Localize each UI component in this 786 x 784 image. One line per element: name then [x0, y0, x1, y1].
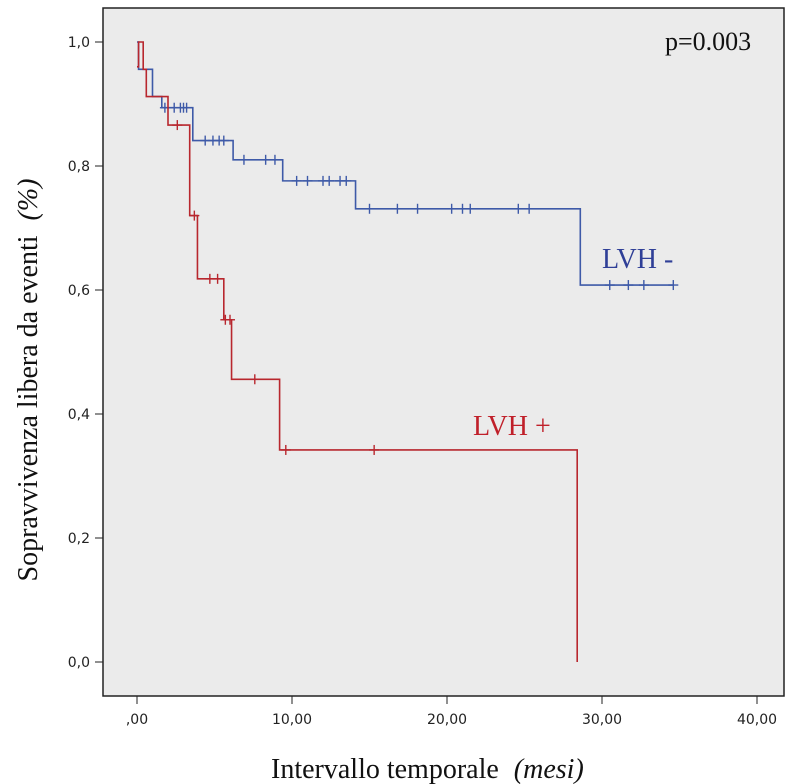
plot-area — [102, 7, 785, 697]
x-tick-label: 10,00 — [272, 712, 312, 728]
censor-mark-lvh-minus-17 — [341, 175, 352, 186]
censor-mark-lvh-minus-23 — [465, 203, 476, 214]
censor-mark-lvh-minus-15 — [324, 175, 335, 186]
censor-mark-lvh-plus-6 — [249, 374, 260, 385]
x-tick-label: 30,00 — [582, 712, 622, 728]
censor-mark-lvh-plus-3 — [212, 273, 223, 284]
x-axis-title-unit: (mesi) — [514, 754, 584, 784]
x-tick-label: ,00 — [126, 712, 148, 728]
censor-mark-lvh-minus-26 — [604, 280, 615, 291]
censor-mark-lvh-minus-8 — [218, 135, 229, 146]
y-tick-label: 1,0 — [68, 35, 90, 51]
censor-mark-lvh-minus-27 — [623, 280, 634, 291]
censor-mark-lvh-plus-5 — [225, 314, 235, 325]
censor-mark-lvh-minus-12 — [291, 175, 302, 186]
y-tick-label: 0,8 — [68, 159, 90, 175]
series-label-lvh-minus: LVH - — [602, 244, 673, 275]
survival-curves — [137, 41, 679, 662]
censor-mark-lvh-minus-19 — [392, 203, 403, 214]
y-tick-label: 0,4 — [68, 407, 90, 423]
y-tick-label: 0,0 — [68, 655, 90, 671]
y-axis-title: Sopravvivenza libera da eventi (%) — [13, 179, 44, 582]
censor-mark-lvh-minus-4 — [181, 102, 192, 113]
x-axis-title: Intervallo temporale (mesi) — [271, 754, 584, 784]
censor-mark-lvh-minus-10 — [260, 154, 271, 165]
y-tick-label: 0,6 — [68, 283, 90, 299]
censor-mark-lvh-plus-1 — [189, 210, 200, 221]
censor-mark-lvh-minus-9 — [238, 154, 249, 165]
censor-mark-lvh-minus-25 — [524, 203, 535, 214]
censor-mark-lvh-minus-13 — [302, 175, 313, 186]
x-tick-label: 40,00 — [737, 712, 777, 728]
censor-mark-lvh-plus-0 — [172, 120, 183, 131]
x-axis-title-text: Intervallo temporale — [271, 754, 499, 784]
p-value-annotation: p=0.003 — [665, 27, 751, 56]
censor-mark-lvh-minus-18 — [364, 203, 375, 214]
censor-mark-lvh-minus-29 — [668, 280, 679, 291]
y-axis-title-unit: (%) — [13, 179, 44, 221]
censor-mark-lvh-plus-7 — [280, 444, 291, 455]
censor-mark-lvh-minus-28 — [638, 280, 649, 291]
censor-mark-lvh-minus-24 — [513, 203, 524, 214]
y-axis-title-text: Sopravvivenza libera da eventi — [13, 235, 44, 581]
censor-mark-lvh-plus-8 — [369, 444, 380, 455]
y-tick-label: 0,2 — [68, 531, 90, 547]
censor-mark-lvh-minus-11 — [269, 154, 280, 165]
y-axis-ticks: 0,0 0,2 0,4 0,6 0,8 1,0 — [68, 35, 103, 671]
series-label-lvh-plus: LVH + — [473, 411, 551, 442]
censor-mark-lvh-minus-20 — [412, 203, 423, 214]
x-tick-label: 20,00 — [427, 712, 467, 728]
censor-mark-lvh-minus-21 — [446, 203, 457, 214]
x-axis-ticks: ,00 10,00 20,00 30,00 40,00 — [126, 696, 777, 728]
